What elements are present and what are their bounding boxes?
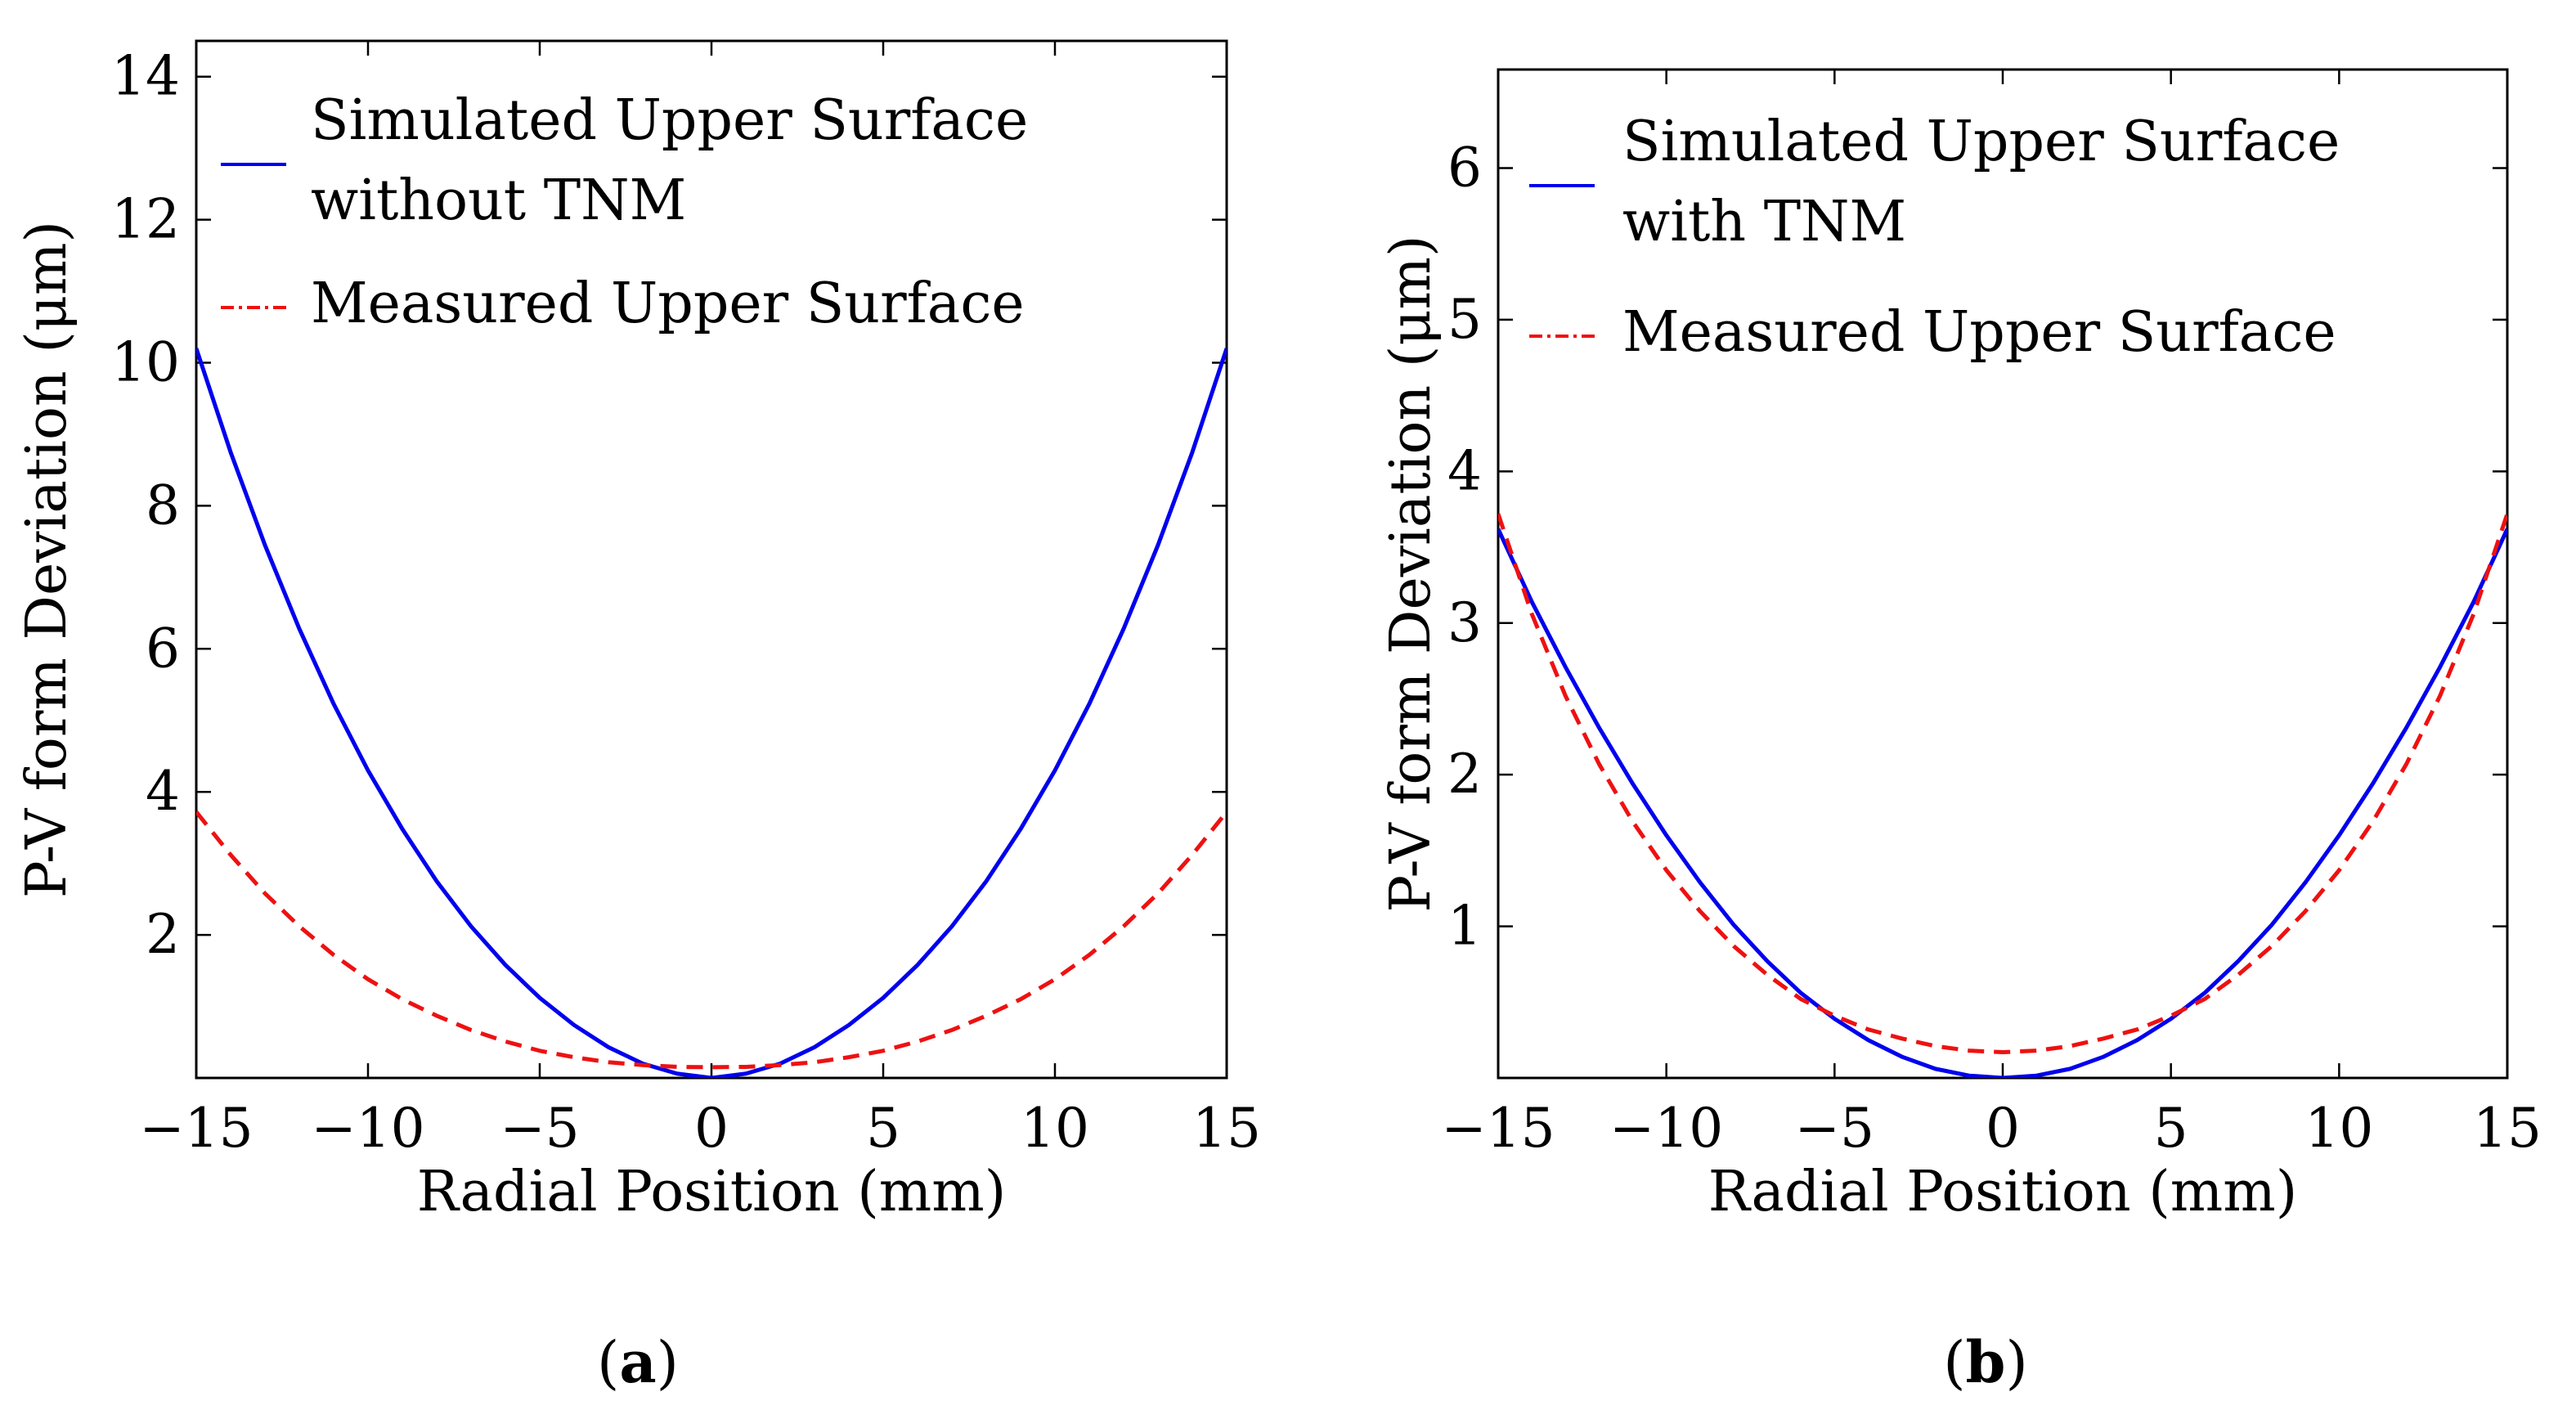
chart-b-y-tick-label: 1 [1447,895,1482,958]
chart-b-y-tick-label: 5 [1447,288,1482,351]
chart-a-y-tick-label: 6 [146,617,180,680]
chart-a-x-tick-label: 15 [1192,1097,1261,1160]
chart-a-series-measured-line [196,811,1227,1070]
chart-a-x-tick-label: 10 [1021,1097,1089,1160]
chart-b-x-tick-label: −15 [1441,1097,1555,1160]
chart-b-caption: (b) [1943,1328,2028,1396]
chart-b-y-tick-label: 6 [1447,137,1482,200]
chart-panel-a: −15 −10 −5 0 5 10 15 2 4 6 8 10 12 14 Radial Position … [15,39,1261,1396]
chart-a-x-tick-label: −10 [311,1097,424,1160]
chart-a-legend-label: Simulated Upper Surface [311,88,1028,153]
chart-a-caption: (a) [597,1328,679,1396]
chart-b-series-measured-line [1498,513,2507,1054]
chart-b-series-simulated-line [1498,528,2507,1078]
chart-b-x-tick-label: 15 [2473,1097,2542,1160]
chart-a-y-tick-label: 2 [146,903,180,966]
chart-a-x-tick-label: −15 [139,1097,253,1160]
chart-b-y-tick-label: 2 [1447,743,1482,806]
chart-a-x-axis-label: Radial Position (mm) [417,1160,1007,1224]
chart-a-y-axis-label: P-V form Deviation (μm) [15,221,79,898]
chart-a-series-simulated-line [196,348,1227,1078]
chart-b-y-tick-label: 3 [1447,591,1482,654]
chart-b-x-tick-label: −5 [1795,1097,1874,1160]
chart-a-legend-label: without TNM [311,168,686,233]
chart-a-y-tick-label: 10 [111,331,180,394]
chart-a-y-tick-label: 14 [111,45,180,108]
chart-b-legend-label: Simulated Upper Surface [1622,110,2340,174]
chart-a-y-tick-label: 8 [146,474,180,537]
chart-b-x-tick-label: −10 [1609,1097,1723,1160]
chart-a-y-tick-label: 4 [146,760,180,823]
chart-b-legend-label: with TNM [1622,190,1906,254]
chart-panel-b: −15 −10 −5 0 5 10 15 1 2 3 4 5 6 Radial Position (mm)… [1379,68,2542,1396]
chart-a-x-tick-label: 5 [866,1097,900,1160]
chart-b-x-tick-label: 0 [1986,1097,2020,1160]
chart-b-x-tick-label: 5 [2154,1097,2188,1160]
chart-a-y-tick-label: 12 [111,188,180,251]
chart-a-legend-label: Measured Upper Surface [311,272,1025,336]
chart-a-x-tick-label: 0 [694,1097,729,1160]
chart-b-x-axis-label: Radial Position (mm) [1708,1160,2298,1224]
chart-a-x-tick-label: −5 [500,1097,579,1160]
chart-b-legend-label: Measured Upper Surface [1622,300,2336,365]
chart-b-y-tick-label: 4 [1447,439,1482,502]
chart-b-y-axis-label: P-V form Deviation (μm) [1379,235,1443,912]
chart-b-x-tick-label: 10 [2304,1097,2373,1160]
